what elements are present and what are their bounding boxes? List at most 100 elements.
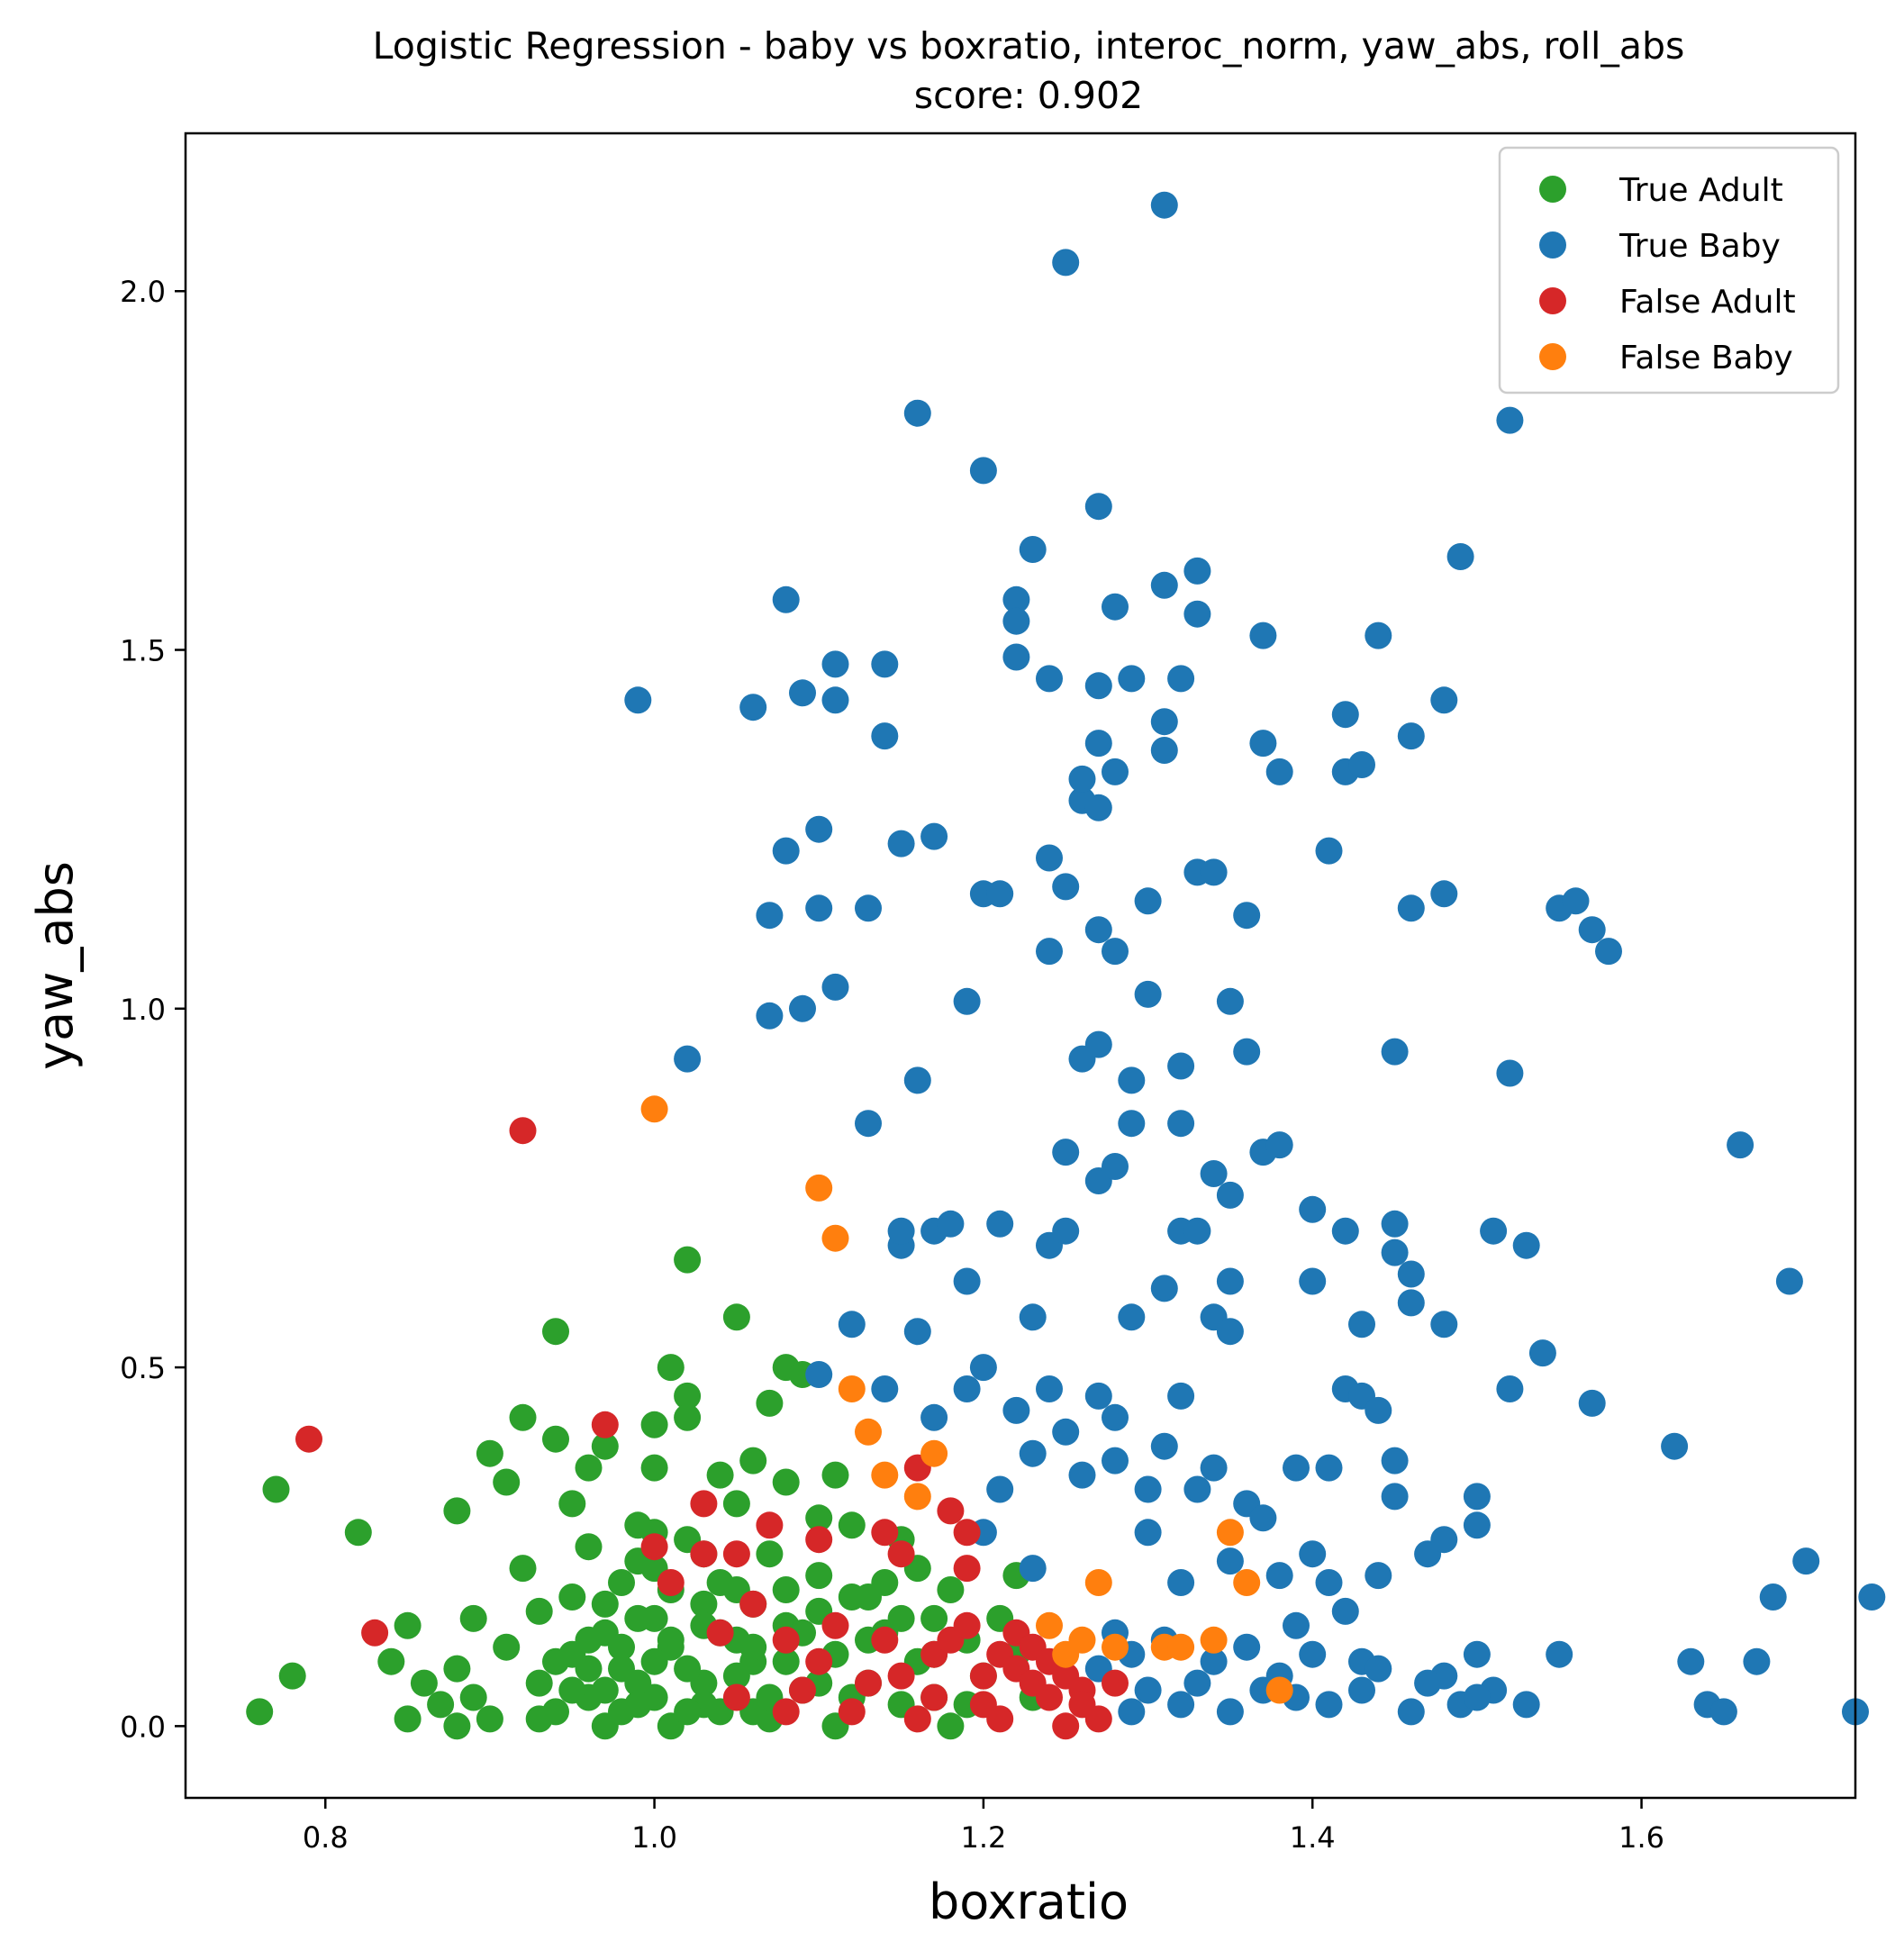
point-true-baby-135 [1331, 1597, 1359, 1625]
point-true-adult-53 [722, 1490, 750, 1518]
point-true-adult-20 [525, 1669, 553, 1697]
point-false-adult-37 [986, 1705, 1014, 1733]
point-true-adult-57 [739, 1447, 767, 1475]
point-false-adult-21 [871, 1626, 899, 1654]
point-true-baby-0 [624, 686, 652, 714]
point-true-adult-17 [493, 1633, 521, 1661]
point-true-baby-72 [1102, 938, 1129, 966]
point-true-baby-153 [1430, 686, 1458, 714]
point-true-baby-110 [1216, 1267, 1244, 1295]
point-true-baby-32 [953, 987, 981, 1015]
point-true-baby-92 [1167, 665, 1195, 693]
point-true-adult-9 [443, 1655, 471, 1683]
point-false-baby-8 [1036, 1611, 1063, 1639]
point-true-adult-101 [575, 1626, 603, 1654]
point-true-baby-122 [1265, 1562, 1293, 1590]
y-tick-label: 2.0 [120, 275, 166, 309]
point-true-baby-41 [1002, 585, 1030, 613]
point-false-adult-0 [295, 1425, 322, 1453]
point-false-adult-48 [1084, 1705, 1112, 1733]
point-true-baby-161 [1463, 1640, 1491, 1668]
point-true-adult-10 [443, 1712, 471, 1740]
point-true-adult-49 [690, 1590, 718, 1618]
point-true-baby-155 [1430, 1311, 1458, 1338]
point-true-baby-100 [1183, 600, 1211, 628]
point-true-adult-24 [542, 1318, 569, 1346]
point-true-baby-173 [1578, 1389, 1606, 1417]
point-true-baby-19 [871, 650, 899, 678]
points-layer [246, 191, 1886, 1740]
point-true-baby-103 [1183, 1475, 1211, 1503]
point-true-adult-83 [937, 1712, 965, 1740]
point-true-baby-125 [1299, 1195, 1327, 1223]
point-true-baby-199 [1299, 1640, 1327, 1668]
point-true-baby-47 [1019, 1439, 1047, 1467]
point-true-baby-7 [789, 679, 816, 707]
point-true-baby-108 [1216, 987, 1244, 1015]
point-true-adult-15 [476, 1705, 503, 1733]
point-true-baby-46 [1019, 1303, 1047, 1331]
point-true-baby-128 [1315, 837, 1343, 865]
legend-marker-false-adult [1539, 287, 1566, 314]
point-true-baby-171 [1546, 1640, 1573, 1668]
point-true-baby-36 [969, 1354, 997, 1382]
point-true-baby-195 [1233, 1633, 1261, 1661]
point-true-adult-97 [722, 1662, 750, 1690]
y-axis-label: yaw_abs [27, 861, 84, 1070]
point-true-adult-62 [772, 1468, 800, 1496]
point-false-adult-18 [821, 1611, 849, 1639]
point-true-baby-94 [1167, 1110, 1195, 1138]
axis-ticks: 0.8 1.0 1.2 1.4 1.6 0.0 0.5 1.0 1.5 2.0 [120, 275, 1664, 1855]
point-true-baby-33 [953, 1375, 981, 1402]
legend-marker-false-baby [1539, 343, 1566, 370]
point-true-adult-100 [772, 1647, 800, 1675]
legend-box [1498, 146, 1840, 395]
point-true-baby-133 [1331, 1217, 1359, 1245]
point-true-baby-194 [1216, 1698, 1244, 1726]
legend-marker-true-adult [1539, 176, 1566, 203]
legend: True Adult True Baby False Adult False B… [1498, 146, 1840, 395]
point-true-adult-55 [722, 1303, 750, 1331]
point-true-baby-186 [1858, 1583, 1886, 1611]
point-true-baby-71 [1102, 758, 1129, 785]
point-true-adult-25 [558, 1490, 586, 1518]
point-false-adult-17 [805, 1647, 833, 1675]
point-true-baby-87 [1150, 571, 1178, 599]
point-false-adult-11 [739, 1590, 767, 1618]
point-true-baby-201 [1348, 1676, 1375, 1704]
point-true-adult-80 [920, 1604, 948, 1632]
point-true-adult-92 [640, 1647, 668, 1675]
point-false-baby-6 [903, 1483, 931, 1511]
point-true-baby-63 [1084, 672, 1112, 700]
point-true-baby-154 [1430, 880, 1458, 908]
point-true-adult-91 [624, 1669, 652, 1697]
point-false-adult-12 [756, 1511, 784, 1539]
point-true-baby-149 [1397, 1260, 1425, 1288]
point-true-baby-136 [1348, 751, 1375, 778]
point-true-baby-129 [1315, 1454, 1343, 1482]
point-true-baby-78 [1118, 1066, 1146, 1094]
point-true-baby-162 [1480, 1217, 1508, 1245]
point-true-baby-77 [1118, 665, 1146, 693]
point-true-baby-22 [887, 1217, 915, 1245]
point-true-baby-81 [1118, 1698, 1146, 1726]
x-tick-label: 0.8 [303, 1820, 349, 1855]
point-false-baby-4 [855, 1418, 882, 1446]
point-false-baby-5 [871, 1461, 899, 1489]
point-true-baby-165 [1496, 1059, 1524, 1087]
point-false-adult-42 [1036, 1683, 1063, 1711]
point-true-adult-59 [756, 1540, 784, 1568]
point-true-baby-116 [1249, 730, 1277, 758]
point-true-baby-53 [1036, 1375, 1063, 1402]
point-true-adult-18 [509, 1403, 537, 1431]
point-true-baby-20 [871, 1375, 899, 1402]
point-true-baby-61 [1068, 1461, 1096, 1489]
point-true-adult-5 [394, 1611, 422, 1639]
point-true-baby-98 [1167, 1691, 1195, 1719]
point-true-adult-68 [821, 1461, 849, 1489]
point-true-baby-176 [1661, 1432, 1689, 1460]
point-false-adult-19 [838, 1698, 866, 1726]
point-true-baby-113 [1233, 902, 1261, 930]
point-true-baby-9 [805, 894, 833, 922]
point-true-adult-125 [772, 1576, 800, 1603]
